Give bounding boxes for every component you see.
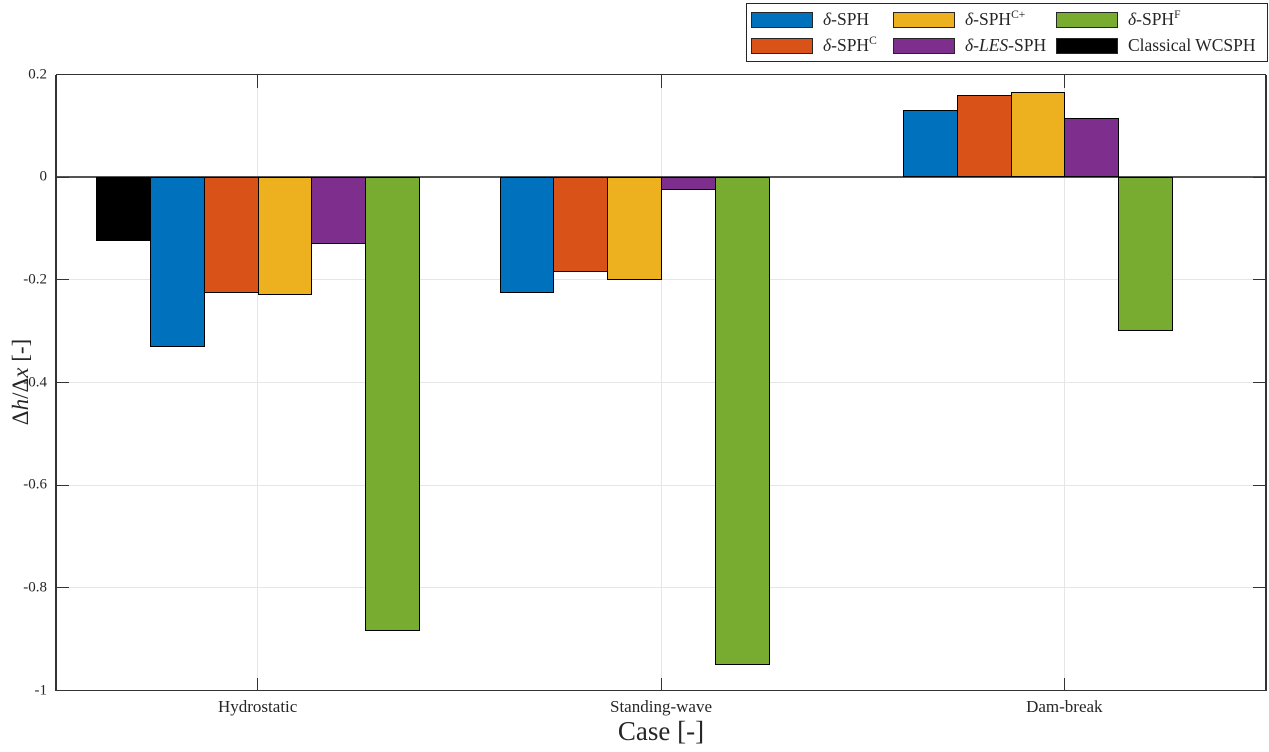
- y-tick-right: [1253, 382, 1266, 383]
- legend-label-part: -SPH: [1008, 35, 1047, 55]
- legend-label-part: δ: [965, 9, 974, 29]
- x-tick: [257, 677, 259, 691]
- legend-label-part: δ: [823, 9, 832, 29]
- legend-label-part: -SPH: [831, 35, 870, 55]
- legend-swatch-delta-les-sph: [893, 37, 955, 54]
- y-axis-title-part: [-]: [8, 338, 33, 368]
- x-tick-label: Hydrostatic: [217, 696, 298, 716]
- bar-dam-break-delta-sph-c-plus: [1010, 92, 1066, 178]
- legend-label-delta-les-sph: δ-LES-SPH: [965, 35, 1046, 56]
- bar-dam-break-delta-sph: [903, 110, 958, 178]
- legend-label-delta-sph-c-plus: δ-SPHC+: [965, 9, 1025, 30]
- legend-item-delta-les-sph: δ-LES-SPH: [893, 35, 1046, 56]
- x-tick-top: [1063, 74, 1065, 88]
- legend-label-part: -SPH: [1136, 9, 1175, 29]
- legend-label-part: Classical WCSPH: [1128, 35, 1256, 55]
- legend-item-classical-wcsph: Classical WCSPH: [1056, 35, 1256, 56]
- legend-label-part: -SPH: [831, 9, 870, 29]
- y-axis-title-part: Δ: [8, 410, 33, 426]
- bar-hydrostatic-delta-sph: [150, 177, 205, 347]
- legend-label-part: -SPH: [973, 9, 1012, 29]
- bar-dam-break-delta-les-sph: [1064, 118, 1120, 178]
- y-tick-label: 0: [39, 168, 48, 185]
- y-tick-right: [1253, 587, 1266, 589]
- bar-dam-break-delta-sph-c: [956, 95, 1012, 178]
- bar-standing-wave-delta-sph-c: [553, 177, 609, 273]
- x-tick-top: [660, 74, 662, 88]
- legend-swatch-delta-sph-f: [1056, 11, 1118, 28]
- bar-standing-wave-delta-sph-c-plus: [607, 177, 662, 280]
- legend: δ-SPH δ-SPHC δ-SPHC+ δ-LES-SPH δ-SPHF Classic…: [746, 3, 1268, 62]
- axis-edge-left: [55, 74, 57, 691]
- legend-label-classical-wcsph: Classical WCSPH: [1128, 35, 1256, 56]
- legend-label-part: δ: [1128, 9, 1137, 29]
- y-tick-label: -0.4: [23, 374, 47, 390]
- legend-label-superscript: C+: [1011, 9, 1026, 22]
- x-tick: [660, 677, 662, 691]
- bar-hydrostatic-delta-sph-f: [365, 177, 420, 632]
- axis-edge-right: [1265, 74, 1267, 691]
- y-tick-label: -0.8: [23, 579, 47, 596]
- legend-label-superscript: F: [1174, 9, 1181, 22]
- bar-standing-wave-delta-les-sph: [661, 177, 716, 190]
- bar-hydrostatic-delta-sph-c-plus: [257, 177, 313, 296]
- y-tick-label: 0.2: [28, 66, 47, 82]
- legend-label-part: -: [973, 35, 979, 55]
- y-tick-label: -0.6: [23, 476, 47, 493]
- legend-swatch-delta-sph-c-plus: [893, 11, 955, 28]
- bar-standing-wave-delta-sph-f: [714, 177, 770, 665]
- y-tick: [56, 587, 69, 589]
- y-tick-right: [1253, 176, 1266, 178]
- legend-label-delta-sph-f: δ-SPHF: [1128, 9, 1180, 30]
- legend-swatch-classical-wcsph: [1056, 37, 1118, 54]
- legend-item-delta-sph-f: δ-SPHF: [1056, 9, 1180, 30]
- y-tick-label: -1: [34, 682, 48, 698]
- legend-label-delta-sph-c: δ-SPHC: [823, 35, 877, 56]
- x-tick-label: Standing-wave: [610, 696, 712, 716]
- x-tick-label: Dam-break: [1026, 696, 1103, 716]
- legend-label-delta-sph: δ-SPH: [823, 9, 869, 30]
- legend-item-delta-sph: δ-SPH: [751, 9, 869, 30]
- x-axis-title: Case [-]: [617, 716, 705, 746]
- axis-edge-bottom: [56, 689, 1266, 692]
- legend-label-part: LES: [978, 35, 1009, 55]
- bar-hydrostatic-delta-les-sph: [311, 177, 367, 244]
- v-gridline: [660, 74, 662, 691]
- x-tick: [1063, 677, 1065, 691]
- bar-standing-wave-delta-sph: [499, 177, 555, 293]
- y-tick: [56, 484, 69, 486]
- v-gridline: [257, 74, 259, 691]
- legend-label-part: δ: [823, 35, 832, 55]
- axis-edge-top: [56, 73, 1266, 76]
- y-tick: [56, 176, 69, 178]
- legend-item-delta-sph-c-plus: δ-SPHC+: [893, 9, 1025, 30]
- y-axis-title-part: Δ: [8, 377, 33, 393]
- y-axis-title: Δh/Δx [-]: [8, 339, 34, 425]
- bar-hydrostatic-classical-wcsph: [96, 177, 152, 242]
- bar-hydrostatic-delta-sph-c: [203, 177, 259, 293]
- y-tick-label: -0.2: [23, 271, 47, 288]
- legend-label-superscript: C: [869, 35, 877, 48]
- y-axis-title-part: /: [8, 392, 33, 399]
- legend-swatch-delta-sph: [751, 11, 813, 28]
- legend-label-part: δ: [965, 35, 974, 55]
- y-axis-title-part: x: [8, 367, 33, 378]
- x-tick-top: [257, 74, 259, 88]
- legend-item-delta-sph-c: δ-SPHC: [751, 35, 877, 56]
- y-axis-title-part: h: [8, 398, 33, 411]
- y-tick-right: [1253, 484, 1266, 486]
- y-tick-right: [1253, 279, 1266, 281]
- bar-dam-break-delta-sph-f: [1118, 177, 1173, 332]
- v-gridline: [1063, 74, 1065, 691]
- y-tick: [56, 279, 69, 281]
- legend-swatch-delta-sph-c: [751, 37, 813, 54]
- y-tick: [56, 382, 69, 383]
